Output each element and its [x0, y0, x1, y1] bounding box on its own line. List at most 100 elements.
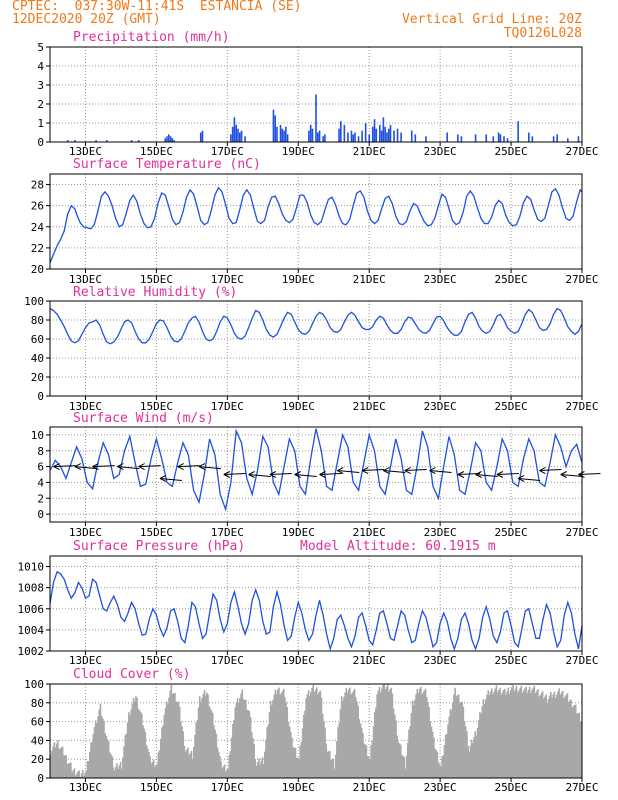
- rh-xtick-label: 17DEC: [211, 400, 244, 413]
- wind-ytick-label: 0: [37, 508, 44, 521]
- wind-ytick-label: 4: [37, 476, 44, 489]
- precip-xtick-label: 13DEC: [69, 145, 102, 158]
- cloud-bar: [263, 751, 266, 778]
- pres-title: Surface Pressure (hPa): [73, 539, 245, 554]
- cloud-bar: [203, 689, 206, 778]
- precip-bar: [308, 130, 310, 142]
- cloud-bar: [479, 712, 481, 778]
- wind-xtick-label: 25DEC: [495, 526, 528, 539]
- cloud-bar: [521, 692, 524, 778]
- cloud-bar: [352, 690, 355, 778]
- cloud-bar: [178, 706, 181, 778]
- wind-xtick-label: 23DEC: [424, 526, 457, 539]
- cloud-bar: [547, 699, 550, 778]
- cloud-bar: [250, 732, 253, 778]
- wind-ytick-label: 2: [37, 492, 44, 505]
- cloud-bar: [532, 687, 534, 778]
- cloud-bar: [552, 694, 555, 778]
- precip-bar: [74, 140, 76, 142]
- cloud-bar: [513, 691, 516, 778]
- cloud-bar: [265, 739, 267, 778]
- precip-bar: [309, 124, 312, 142]
- cloud-bar: [278, 687, 280, 778]
- cloud-bar: [220, 761, 222, 778]
- cloud-bar: [93, 727, 96, 778]
- cloud-bar: [275, 693, 278, 778]
- cloud-bar: [191, 759, 194, 778]
- precip-xtick-label: 19DEC: [282, 145, 315, 158]
- cloud-bar: [310, 691, 312, 778]
- wind-title: Surface Wind (m/s): [73, 411, 214, 426]
- cloud-bar: [115, 766, 117, 778]
- cloud-bar: [146, 748, 149, 778]
- precip-xtick-label: 17DEC: [211, 145, 244, 158]
- cloud-bar: [271, 705, 273, 778]
- precip-bar: [352, 134, 355, 142]
- precip-bar: [364, 123, 367, 142]
- cloud-bar: [505, 694, 507, 778]
- cloud-xtick-label: 21DEC: [353, 781, 386, 794]
- cloud-bar: [358, 719, 361, 778]
- cloud-bar: [339, 709, 342, 778]
- precip-bar: [497, 132, 500, 142]
- cloud-bar: [378, 686, 381, 778]
- cloud-bar: [255, 765, 258, 778]
- wind-arrow-head: [383, 467, 390, 474]
- wind-xtick-label: 13DEC: [69, 526, 102, 539]
- cloud-bar: [165, 701, 168, 778]
- cloud-bar: [395, 720, 397, 778]
- cloud-bar: [456, 695, 459, 778]
- cloud-bar: [570, 699, 572, 778]
- cloud-bar: [578, 712, 581, 778]
- cloud-bar: [351, 692, 354, 778]
- cloud-bar: [450, 710, 453, 778]
- wind-frame: [49, 426, 583, 523]
- cloud-bar: [292, 747, 294, 778]
- wind-arrow-shaft: [53, 465, 76, 468]
- cloud-bar: [422, 692, 424, 778]
- cloud-bar: [457, 694, 460, 778]
- cloud-bar: [287, 721, 290, 778]
- cloud-bar: [120, 768, 123, 778]
- precip-bar: [281, 128, 284, 142]
- cloud-bar: [103, 721, 105, 778]
- cloud-bar: [216, 747, 219, 778]
- cloud-bar: [362, 732, 364, 778]
- cloud-bar: [141, 713, 143, 778]
- cloud-bar: [118, 765, 121, 778]
- cloud-bar: [446, 733, 448, 778]
- cloud-bar: [302, 714, 305, 778]
- cloud-ytick-label: 60: [31, 716, 44, 729]
- cloud-bar: [182, 731, 185, 778]
- cloud-bar: [421, 694, 423, 778]
- rh-ytick-label: 60: [31, 333, 44, 346]
- wind-arrow-shaft: [496, 473, 519, 475]
- cloud-bar: [131, 703, 134, 778]
- rh-ytick-label: 100: [24, 295, 44, 308]
- wind-arrow-shaft: [475, 474, 498, 477]
- cloud-bar: [210, 710, 213, 778]
- cloud-bar: [144, 732, 147, 778]
- precip-bar: [457, 134, 459, 142]
- cloud-bar: [60, 747, 63, 778]
- cloud-bar: [448, 716, 451, 778]
- temp-ytick-label: 22: [31, 242, 44, 255]
- cloud-title: Cloud Cover (%): [73, 667, 190, 682]
- cloud-bar: [539, 695, 542, 778]
- cloud-bar: [217, 751, 220, 778]
- cloud-bar: [344, 692, 346, 778]
- cloud-bar: [459, 702, 461, 778]
- cloud-bar: [98, 709, 101, 778]
- precip-bar: [517, 121, 519, 142]
- cloud-bar: [492, 694, 494, 778]
- cloud-bar: [472, 743, 474, 778]
- cloud-bar: [97, 716, 99, 778]
- cloud-bar: [241, 689, 244, 778]
- precip-bar: [237, 128, 239, 142]
- cloud-bar: [258, 758, 260, 778]
- cloud-bar: [404, 768, 407, 778]
- cloud-bar: [355, 697, 357, 778]
- temp-series-line: [49, 186, 583, 263]
- wind-xtick-label: 21DEC: [353, 526, 386, 539]
- cloud-bar: [208, 706, 211, 778]
